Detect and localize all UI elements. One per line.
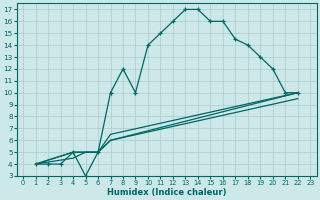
X-axis label: Humidex (Indice chaleur): Humidex (Indice chaleur) <box>107 188 227 197</box>
